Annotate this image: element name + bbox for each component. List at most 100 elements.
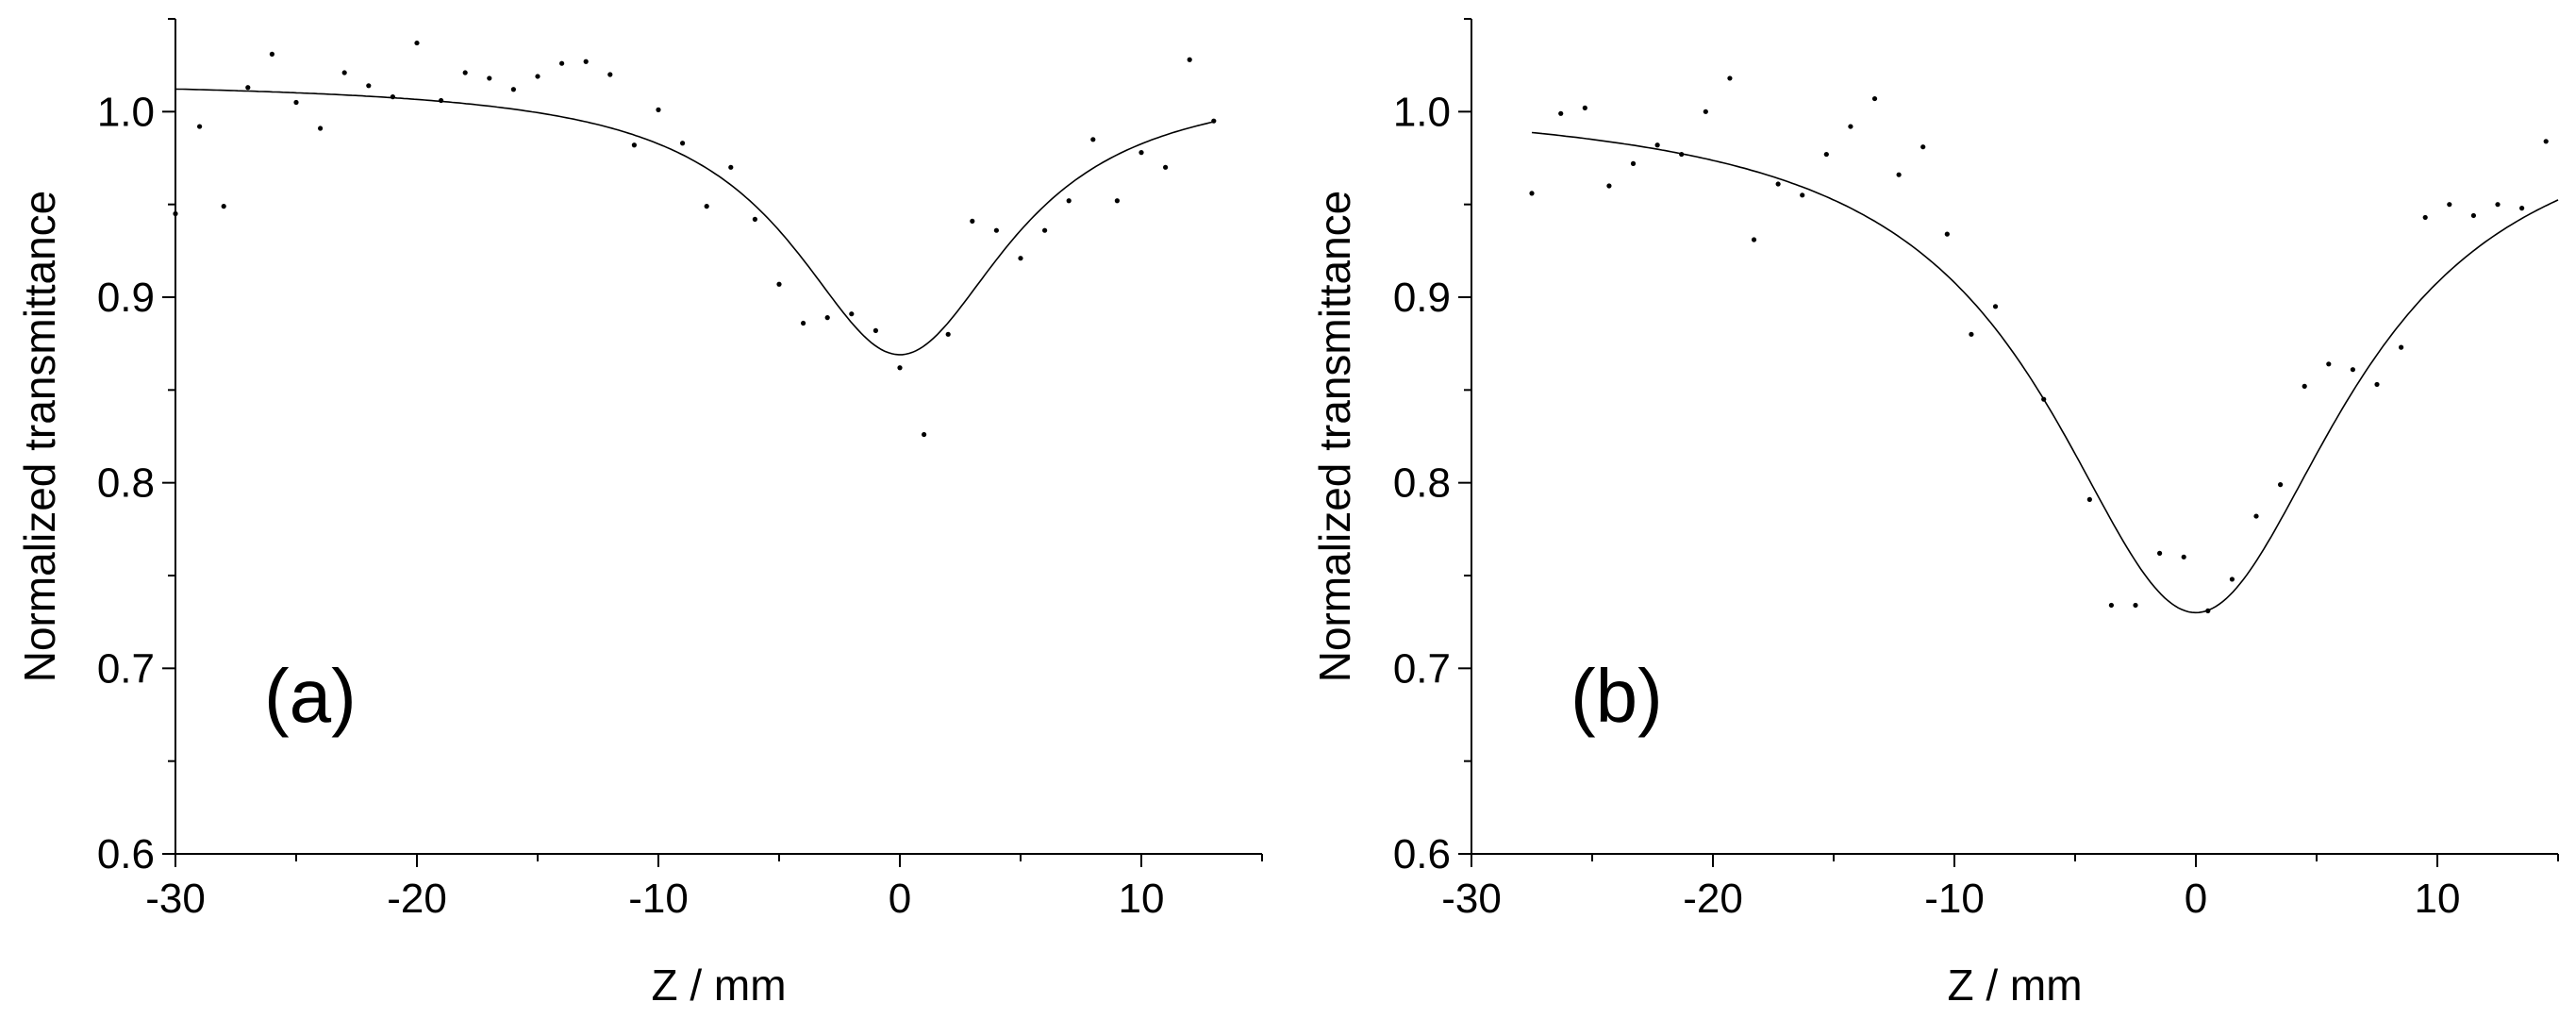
- data-point: [2543, 139, 2549, 144]
- data-point: [704, 204, 709, 209]
- data-point: [1558, 110, 1564, 116]
- data-point: [1848, 124, 1853, 129]
- data-point: [559, 60, 565, 66]
- data-point: [824, 315, 830, 321]
- data-point: [1896, 172, 1902, 177]
- x-tick-label: -20: [1683, 876, 1743, 922]
- data-point: [341, 70, 347, 75]
- x-tick-label: 0: [889, 876, 911, 922]
- data-point: [1992, 304, 1999, 309]
- chart-panel-b: 0.6 0.7 0.8 0.9 1.0 -30 -20 -10 0 10 Z / mm Normali…: [1310, 18, 2559, 1010]
- data-point: [1582, 105, 1587, 110]
- data-point: [2253, 513, 2259, 519]
- data-point: [366, 83, 372, 89]
- data-point: [414, 40, 420, 46]
- data-point: [776, 281, 782, 287]
- data-point: [1090, 137, 1096, 142]
- data-point: [801, 320, 806, 326]
- panel-label: (b): [1571, 654, 1663, 738]
- fit-curve-line: [175, 88, 1214, 356]
- data-point: [535, 74, 540, 79]
- data-point: [2374, 381, 2380, 388]
- data-point: [2495, 202, 2501, 208]
- data-point: [1114, 198, 1120, 204]
- y-tick-label: 0.9: [1393, 275, 1451, 321]
- y-tick-label: 0.8: [1393, 460, 1451, 507]
- data-point: [680, 141, 686, 146]
- data-point: [1823, 151, 1829, 158]
- y-axis-title: Normalized transmittance: [1310, 191, 1359, 683]
- data-point: [993, 227, 999, 233]
- data-point: [2447, 202, 2452, 208]
- data-point: [2157, 550, 2163, 557]
- data-point: [1018, 256, 1023, 261]
- data-point: [2278, 482, 2284, 488]
- data-point: [2302, 383, 2307, 389]
- data-point: [583, 58, 589, 64]
- data-point: [293, 99, 299, 106]
- data-point: [1138, 150, 1144, 156]
- data-point: [197, 124, 203, 129]
- data-point: [1187, 57, 1192, 62]
- y-tick-label: 0.7: [97, 645, 155, 692]
- data-point: [245, 85, 251, 91]
- x-tick-label: -20: [387, 876, 447, 922]
- data-point: [2108, 602, 2114, 609]
- data-point: [1606, 183, 1612, 189]
- data-point: [487, 75, 492, 81]
- x-axis-title: Z / mm: [651, 961, 786, 1010]
- x-axis-title: Z / mm: [1947, 961, 2082, 1010]
- data-point: [607, 72, 613, 77]
- data-point: [510, 87, 517, 92]
- x-tick-label: 10: [1119, 876, 1165, 922]
- y-tick-label: 1.0: [1393, 89, 1451, 135]
- data-point: [728, 164, 734, 170]
- data-point: [1969, 331, 1974, 337]
- data-point: [1751, 237, 1757, 242]
- x-tick-label: -30: [1441, 876, 1502, 922]
- data-point: [1630, 160, 1637, 166]
- y-tick-label: 1.0: [97, 89, 155, 135]
- data-point: [221, 204, 226, 209]
- data-point: [2086, 496, 2092, 502]
- data-point: [656, 107, 661, 112]
- chart-panel-a: 0.6 0.7 0.8 0.9 1.0 -30 -20 -10 0 10 Z / mm Normali…: [15, 18, 1263, 1010]
- data-point: [873, 327, 879, 333]
- data-point: [2326, 361, 2332, 367]
- data-point: [1871, 95, 1878, 102]
- data-point: [1775, 181, 1781, 187]
- data-point: [318, 125, 324, 131]
- data-point: [1163, 164, 1169, 170]
- y-tick-label: 0.7: [1393, 645, 1451, 692]
- data-point: [173, 210, 178, 217]
- data-point: [1727, 75, 1733, 81]
- data-point: [2133, 602, 2138, 609]
- data-point: [945, 331, 951, 337]
- data-point: [1800, 192, 1805, 198]
- data-point: [752, 216, 758, 222]
- x-tick-label: -10: [628, 876, 689, 922]
- x-tick-label: -30: [145, 876, 206, 922]
- data-point: [2519, 206, 2525, 211]
- data-point: [1654, 142, 1660, 148]
- data-point: [970, 218, 975, 224]
- data-point: [1066, 198, 1072, 204]
- x-tick-label: 0: [2185, 876, 2207, 922]
- data-point: [269, 51, 274, 57]
- data-point: [1703, 109, 1708, 114]
- y-axis-title: Normalized transmittance: [15, 191, 64, 683]
- data-point: [2399, 344, 2404, 350]
- data-point: [2350, 367, 2355, 373]
- fit-curve-line: [1531, 131, 2559, 614]
- data-point: [462, 70, 468, 75]
- y-tick-label: 0.6: [1393, 831, 1451, 877]
- y-tick-label: 0.9: [97, 275, 155, 321]
- data-point: [849, 311, 855, 317]
- x-tick-label: 10: [2415, 876, 2461, 922]
- data-point: [1944, 231, 1950, 237]
- data-point: [922, 431, 927, 438]
- data-point: [2422, 214, 2428, 221]
- data-point: [1920, 144, 1926, 150]
- y-tick-label: 0.6: [97, 831, 155, 877]
